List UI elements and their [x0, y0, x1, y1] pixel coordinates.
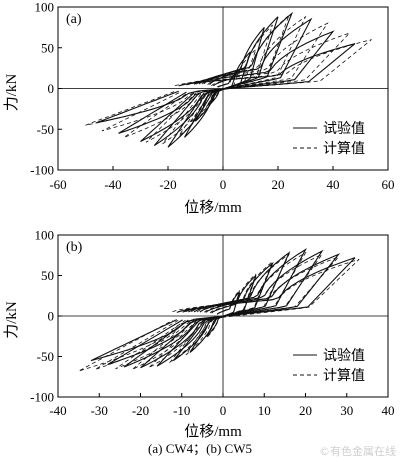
x-tick-label: -20	[159, 177, 176, 192]
x-tick-label: -10	[173, 403, 190, 418]
hysteresis-loop	[189, 49, 257, 124]
y-tick-label: 50	[41, 268, 54, 283]
y-tick-label: -100	[30, 390, 54, 405]
x-tick-label: -40	[49, 403, 66, 418]
x-tick-label: -60	[49, 177, 66, 192]
hysteresis-loop	[169, 261, 273, 364]
hysteresis-loop	[101, 32, 350, 132]
y-tick-label: -50	[37, 349, 54, 364]
figure-caption: (a) CW4；(b) CW5	[148, 441, 252, 457]
chart-panel-a: -60 -40 -20 0 20 40 60 -100 -50 0 50 100 位移/mm 力/kN (a…	[3, 0, 395, 216]
x-tick-label: 40	[327, 177, 340, 192]
hysteresis-loop	[185, 273, 257, 356]
x-axis-label: 位移/mm	[184, 423, 242, 440]
chart-panel-b: -40 -30 -20 -10 0 10 20 30 40-100-50050100位移/mm力…	[3, 228, 395, 441]
series-calc	[78, 251, 360, 372]
y-tick-label: 100	[35, 228, 55, 243]
hysteresis-loop	[123, 22, 329, 138]
x-tick-label: 0	[220, 177, 227, 192]
hysteresis-loop	[145, 15, 307, 143]
y-tick-label: -50	[37, 122, 54, 137]
y-tick-label: 0	[48, 81, 55, 96]
legend-label: 试验值	[323, 348, 365, 364]
panel-label: (a)	[66, 12, 82, 27]
hysteresis-loop	[162, 14, 290, 145]
y-tick-label: 0	[48, 309, 55, 324]
watermark: ©有色金属在线	[319, 444, 396, 458]
y-axis-label: 力/kN	[3, 301, 20, 339]
hysteresis-loop	[78, 258, 360, 372]
hysteresis-loop	[118, 30, 335, 134]
hysteresis-loop	[140, 17, 313, 142]
hysteresis-loop	[115, 253, 324, 370]
hysteresis-loop	[206, 289, 240, 339]
x-tick-label: 20	[299, 403, 312, 418]
legend-label: 计算值	[323, 141, 365, 157]
legend-label: 计算值	[323, 368, 365, 384]
hysteresis-loop	[96, 43, 356, 124]
y-axis-label: 力/kN	[3, 74, 20, 112]
x-tick-label: 10	[258, 403, 271, 418]
panel-label: (b)	[66, 240, 83, 255]
hysteresis-loop	[178, 24, 273, 137]
x-tick-label: -20	[132, 403, 149, 418]
x-tick-label: 30	[340, 403, 353, 418]
hysteresis-loop	[85, 39, 372, 126]
legend-label: 试验值	[323, 121, 365, 137]
y-tick-label: 50	[41, 40, 54, 55]
y-tick-label: 100	[35, 0, 55, 15]
x-axis-label: 位移/mm	[184, 199, 242, 216]
x-tick-label: 40	[382, 403, 395, 418]
x-tick-label: 20	[272, 177, 285, 192]
x-tick-label: -40	[104, 177, 121, 192]
x-tick-label: 60	[382, 177, 395, 192]
hysteresis-loop	[189, 275, 257, 353]
series-calc	[85, 14, 372, 145]
x-tick-label: -30	[91, 403, 108, 418]
hysteresis-loop	[94, 256, 339, 370]
y-tick-label: -100	[30, 163, 54, 178]
x-tick-label: 0	[220, 403, 227, 418]
